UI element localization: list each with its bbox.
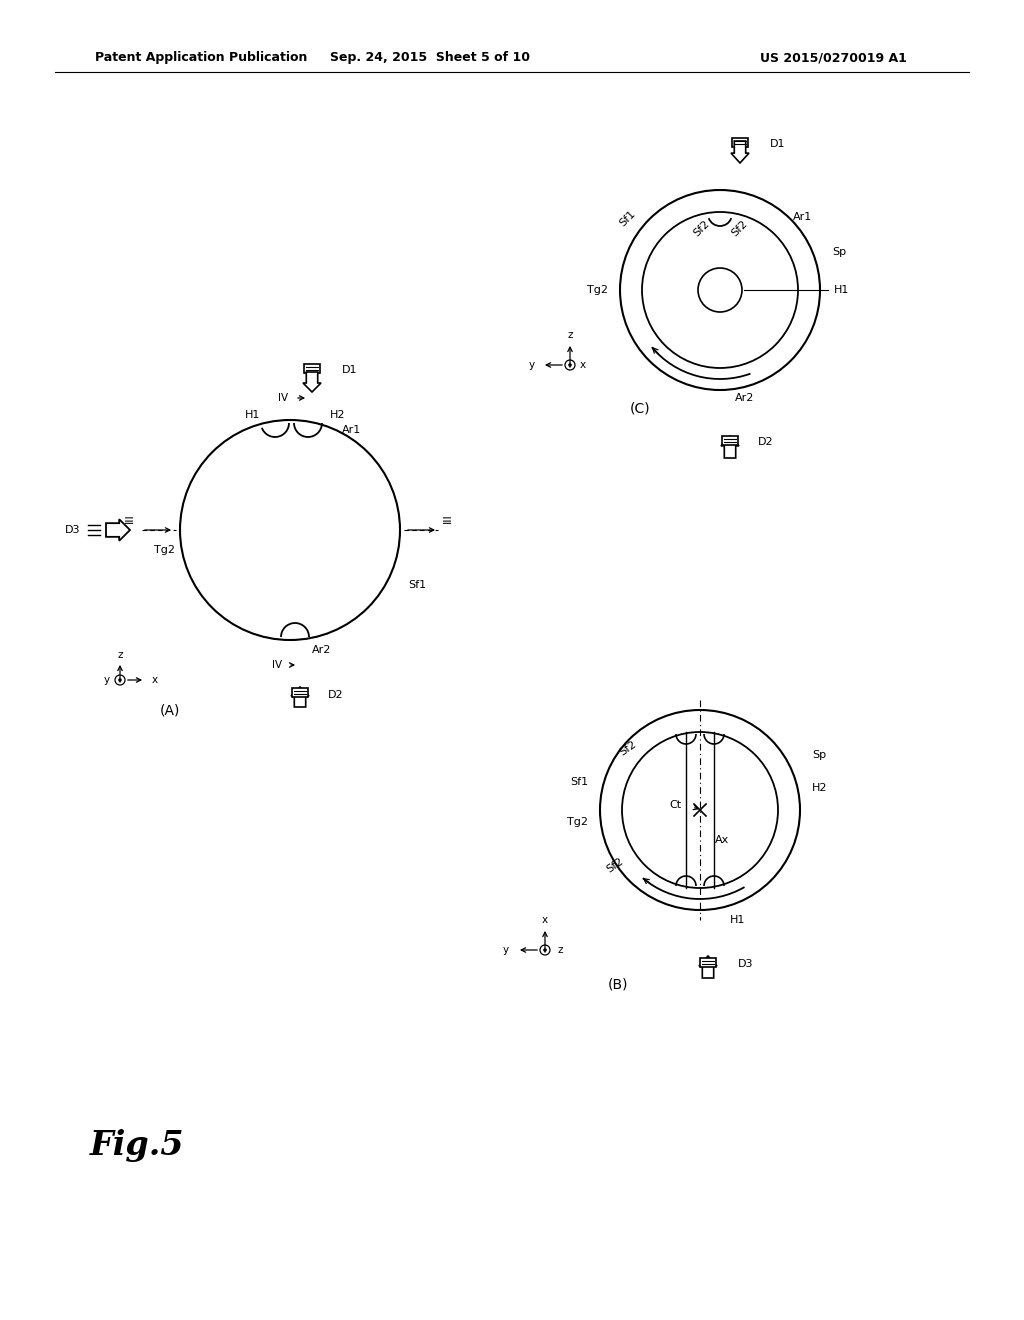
Text: H1: H1 bbox=[834, 285, 849, 294]
Text: (C): (C) bbox=[630, 401, 650, 414]
Text: (B): (B) bbox=[608, 978, 629, 993]
Text: D3: D3 bbox=[65, 525, 80, 535]
Polygon shape bbox=[721, 436, 739, 458]
Text: D1: D1 bbox=[342, 366, 357, 375]
Bar bbox=[722, 436, 738, 445]
Text: H2: H2 bbox=[330, 411, 345, 420]
Polygon shape bbox=[699, 956, 717, 978]
Circle shape bbox=[118, 678, 122, 682]
Text: IV: IV bbox=[278, 393, 288, 403]
Text: Fig.5: Fig.5 bbox=[90, 1129, 184, 1162]
Text: Sep. 24, 2015  Sheet 5 of 10: Sep. 24, 2015 Sheet 5 of 10 bbox=[330, 51, 530, 65]
Polygon shape bbox=[303, 372, 321, 392]
Text: III: III bbox=[443, 513, 453, 523]
Polygon shape bbox=[291, 686, 309, 708]
Text: z: z bbox=[557, 945, 562, 954]
Text: y: y bbox=[503, 945, 509, 954]
Polygon shape bbox=[731, 141, 749, 162]
Text: x: x bbox=[152, 675, 158, 685]
Circle shape bbox=[543, 948, 547, 952]
Text: Sf2: Sf2 bbox=[617, 739, 638, 758]
Text: Tg2: Tg2 bbox=[567, 817, 588, 828]
Text: D2: D2 bbox=[758, 437, 773, 447]
Bar bbox=[292, 688, 308, 697]
Text: Patent Application Publication: Patent Application Publication bbox=[95, 51, 307, 65]
Circle shape bbox=[568, 363, 571, 367]
Text: Ct: Ct bbox=[670, 800, 682, 810]
Bar bbox=[304, 363, 319, 372]
Text: III: III bbox=[125, 513, 135, 523]
Text: x: x bbox=[580, 360, 586, 370]
Text: Ar1: Ar1 bbox=[342, 425, 361, 436]
Text: y: y bbox=[103, 675, 110, 685]
Polygon shape bbox=[106, 519, 130, 541]
Text: Sp: Sp bbox=[812, 750, 826, 760]
Text: D2: D2 bbox=[328, 690, 344, 700]
Text: (A): (A) bbox=[160, 704, 180, 717]
Text: H1: H1 bbox=[730, 915, 745, 925]
Text: z: z bbox=[118, 649, 123, 660]
Text: Sf2: Sf2 bbox=[730, 218, 750, 238]
Text: Tg2: Tg2 bbox=[154, 545, 175, 554]
Text: D3: D3 bbox=[738, 960, 754, 969]
Text: D1: D1 bbox=[770, 139, 785, 149]
Text: IV: IV bbox=[272, 660, 282, 671]
Text: Tg2: Tg2 bbox=[587, 285, 608, 294]
Text: y: y bbox=[528, 360, 535, 370]
Text: x: x bbox=[542, 915, 548, 925]
Text: Ax: Ax bbox=[715, 836, 729, 845]
Text: Sf2: Sf2 bbox=[604, 855, 626, 874]
Text: Ar2: Ar2 bbox=[312, 645, 332, 655]
Text: US 2015/0270019 A1: US 2015/0270019 A1 bbox=[760, 51, 907, 65]
Text: Ar2: Ar2 bbox=[735, 393, 755, 403]
Text: Sf2: Sf2 bbox=[692, 218, 712, 238]
Text: Sp: Sp bbox=[831, 247, 846, 257]
Text: Sf1: Sf1 bbox=[408, 579, 426, 590]
Bar bbox=[700, 957, 716, 966]
Bar bbox=[732, 137, 748, 147]
Text: z: z bbox=[567, 330, 572, 341]
Text: Ar1: Ar1 bbox=[793, 213, 812, 222]
Text: Sf1: Sf1 bbox=[570, 777, 588, 787]
Text: H2: H2 bbox=[812, 783, 827, 793]
Text: Sf1: Sf1 bbox=[618, 209, 638, 228]
Text: H1: H1 bbox=[245, 411, 260, 420]
